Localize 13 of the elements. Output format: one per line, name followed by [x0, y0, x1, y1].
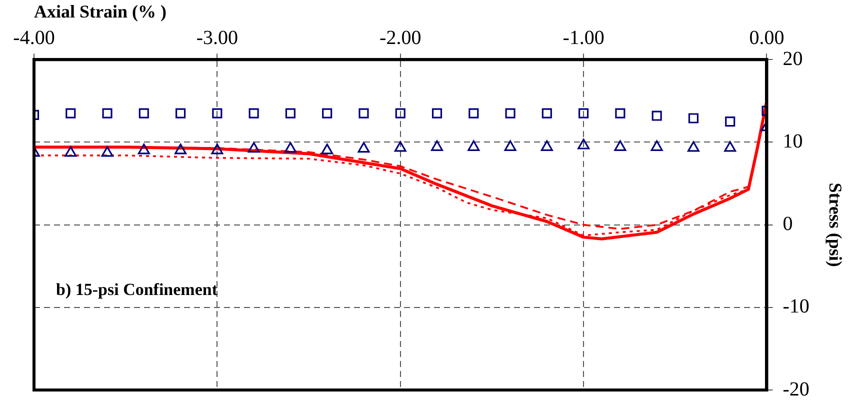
y-tick-label: -10	[782, 296, 810, 318]
y-tick-label: 0	[782, 213, 793, 236]
x-tick-label: -4.00	[13, 26, 55, 49]
y-axis-title: Stress (psi)	[826, 182, 846, 267]
x-tick-label: -3.00	[196, 26, 238, 49]
x-tick-label: -1.00	[562, 26, 604, 49]
x-tick-label: -2.00	[380, 26, 422, 49]
x-axis-title: Axial Strain (% )	[34, 1, 166, 22]
y-tick-label: 20	[782, 48, 803, 70]
y-tick-label: -20	[782, 378, 810, 400]
y-tick-label: 10	[782, 130, 803, 152]
annotation: b) 15-psi Confinement	[56, 280, 218, 299]
x-tick-label: 0.00	[749, 26, 784, 49]
